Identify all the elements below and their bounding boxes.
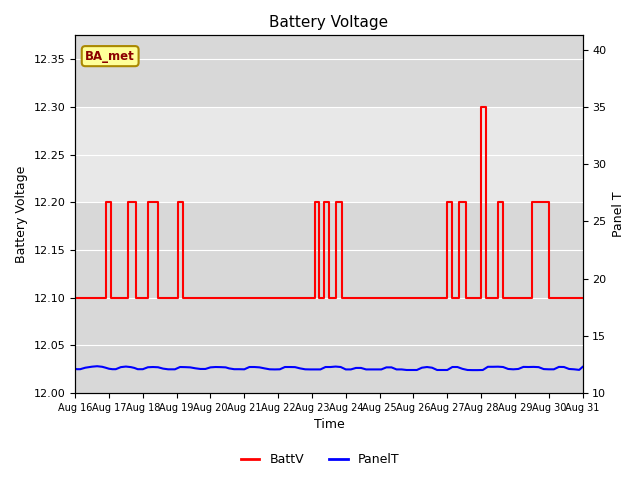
Bar: [75, 107, 582, 202]
X-axis label: Time: Time: [314, 419, 344, 432]
Title: Battery Voltage: Battery Voltage: [269, 15, 388, 30]
Legend: BattV, PanelT: BattV, PanelT: [236, 448, 404, 471]
Text: BA_met: BA_met: [85, 49, 135, 63]
Y-axis label: Battery Voltage: Battery Voltage: [15, 166, 28, 263]
Y-axis label: Panel T: Panel T: [612, 192, 625, 237]
